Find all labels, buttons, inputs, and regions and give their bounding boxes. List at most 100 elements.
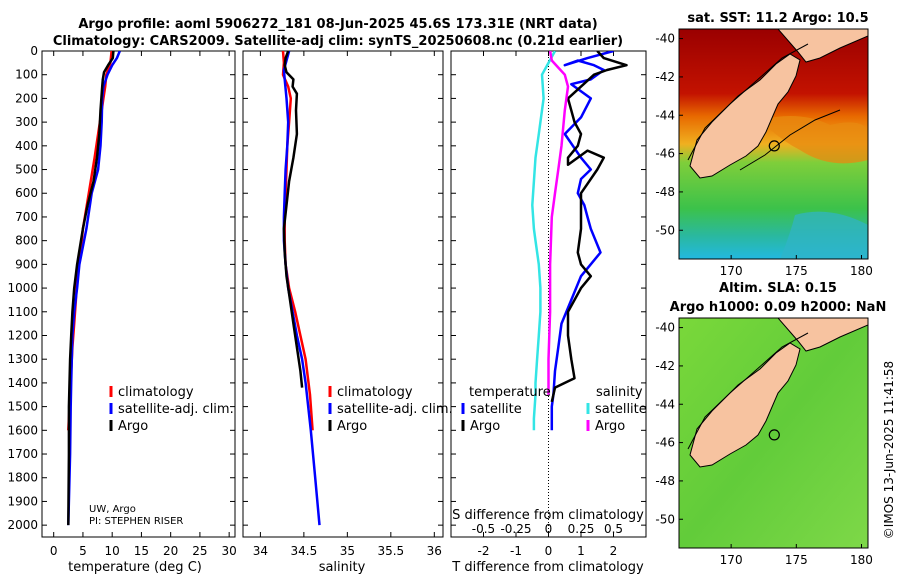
legend-label-climatology: climatology — [118, 385, 194, 400]
y-tick-label: 1200 — [7, 328, 38, 342]
x-tick-label: -2 — [478, 544, 490, 558]
y-tick-label: 1800 — [7, 471, 38, 485]
sst-south-island — [689, 53, 801, 179]
difference-legend: temperature salinity satellite Argo sate… — [461, 385, 647, 434]
title-line-1: Argo profile: aoml 5906272_181 08-Jun-20… — [78, 17, 597, 32]
x-tick-label: 0 — [50, 544, 58, 558]
map-y-tick-label: -44 — [655, 397, 675, 411]
y-tick-label: 800 — [15, 234, 38, 248]
map-y-tick-label: -42 — [655, 359, 675, 373]
y-tick-label: 1500 — [7, 400, 38, 414]
map-x-tick-label: 170 — [720, 264, 743, 278]
imos-watermark: ©IMOS 13-Jun-2025 11:41:58 — [882, 361, 896, 539]
difference-s-xlabel: S difference from climatology — [452, 508, 644, 523]
sst-argo-location-marker — [768, 140, 780, 152]
legend-label-s-argo: Argo — [595, 419, 625, 434]
y-tick-label: 2000 — [7, 518, 38, 532]
series-line-argo — [67, 51, 115, 526]
series-line-t-satellite — [550, 51, 614, 431]
x-tick-label: 5 — [79, 544, 87, 558]
series-line-argo — [282, 51, 304, 388]
map-x-tick-label: 175 — [785, 553, 808, 567]
y-tick-label: 200 — [15, 91, 38, 105]
title-line-2: Climatology: CARS2009. Satellite-adj cli… — [53, 34, 623, 49]
sst-cool-patch — [780, 211, 868, 259]
sla-isobath — [687, 332, 809, 450]
s-tick-label: 0 — [545, 522, 553, 536]
x-tick-label: 10 — [105, 544, 120, 558]
map-y-tick-label: -40 — [655, 32, 675, 46]
x-tick-label: 35 — [340, 544, 355, 558]
legend-label-satellite: satellite-adj. clim. — [337, 402, 453, 417]
y-tick-label: 300 — [15, 115, 38, 129]
x-tick-label: 1 — [577, 544, 585, 558]
salinity-panel: 34 34.5 35 35.5 36 salinity climatology sate… — [242, 50, 453, 575]
difference-ticks: -2 -1 0 1 2 — [451, 50, 646, 558]
difference-xlabel: T difference from climatology — [451, 560, 644, 575]
temperature-legend: climatology satellite-adj. clim. Argo — [109, 385, 234, 434]
sst-isobath — [687, 43, 841, 171]
annotation-uw-argo: UW, Argo — [89, 504, 136, 515]
y-tick-label: 1600 — [7, 423, 38, 437]
map-y-tick-label: -48 — [655, 474, 675, 488]
sla-south-island — [689, 342, 801, 468]
y-tick-label: 0 — [30, 44, 38, 58]
difference-lines — [531, 51, 628, 431]
s-tick-labels: -0.5 -0.25 0 0.25 0.5 — [472, 522, 623, 536]
sst-map-panel: sat. SST: 11.2 Argo: 10.5 -40-42-44-46-4… — [655, 11, 873, 278]
temperature-panel: 0100200300400500600700800900100011001200… — [7, 44, 236, 575]
map-x-tick-label: 170 — [720, 553, 743, 567]
y-tick-label: 1300 — [7, 352, 38, 366]
y-tick-label: 400 — [15, 139, 38, 153]
x-tick-label: 34.5 — [291, 544, 318, 558]
series-line-t-argo — [550, 51, 628, 403]
map-y-tick-label: -48 — [655, 185, 675, 199]
sst-map-frame — [678, 28, 869, 260]
s-tick-label: -0.5 — [472, 522, 495, 536]
s-tick-label: -0.25 — [500, 522, 531, 536]
map-y-tick-label: -42 — [655, 70, 675, 84]
legend-label-t-argo: Argo — [470, 419, 500, 434]
y-tick-label: 1400 — [7, 376, 38, 390]
x-tick-label: 20 — [163, 544, 178, 558]
y-tick-label: 700 — [15, 210, 38, 224]
sst-warm-patch — [760, 116, 868, 164]
legend-label-argo: Argo — [337, 419, 367, 434]
salinity-lines — [281, 51, 321, 526]
map-y-tick-label: -46 — [655, 436, 675, 450]
y-tick-label: 1100 — [7, 305, 38, 319]
x-tick-label: 25 — [192, 544, 207, 558]
legend-label-s-satellite: satellite — [595, 402, 647, 417]
sla-north-island — [777, 318, 868, 352]
salinity-plot-frame — [242, 50, 444, 538]
temperature-ticks: 0100200300400500600700800900100011001200… — [7, 44, 236, 558]
temperature-lines — [67, 51, 121, 526]
y-tick-label: 500 — [15, 163, 38, 177]
y-tick-label: 1900 — [7, 494, 38, 508]
x-tick-label: 0 — [545, 544, 553, 558]
sla-map-panel: Altim. SLA: 0.15 Argo h1000: 0.09 h2000:… — [655, 281, 886, 567]
y-tick-label: 600 — [15, 186, 38, 200]
map-y-tick-label: -50 — [655, 223, 675, 237]
map-x-tick-label: 180 — [850, 553, 873, 567]
y-tick-label: 900 — [15, 257, 38, 271]
salinity-xlabel: salinity — [319, 560, 366, 575]
sla-map-ticks: -40 -42 -44 -46 -48 -50 170 175 180 — [655, 321, 873, 567]
x-tick-label: 35.5 — [377, 544, 404, 558]
x-tick-label: 30 — [222, 544, 237, 558]
legend-label-climatology: climatology — [337, 385, 413, 400]
s-tick-label: 0.25 — [568, 522, 595, 536]
sst-map-ticks: -40 -42 -44 -46 -48 -50 170 175 180 — [655, 32, 873, 278]
x-tick-label: 34 — [253, 544, 268, 558]
sla-map-title-1: Altim. SLA: 0.15 — [719, 281, 837, 296]
map-y-tick-label: -44 — [655, 108, 675, 122]
salinity-ticks: 34 34.5 35 35.5 36 — [243, 50, 443, 558]
map-x-tick-label: 175 — [785, 264, 808, 278]
series-line-s-argo — [547, 51, 570, 395]
sst-north-island — [777, 29, 868, 63]
y-tick-label: 100 — [15, 68, 38, 82]
x-tick-label: 2 — [610, 544, 618, 558]
temperature-xlabel: temperature (deg C) — [68, 560, 202, 575]
map-y-tick-label: -50 — [655, 512, 675, 526]
